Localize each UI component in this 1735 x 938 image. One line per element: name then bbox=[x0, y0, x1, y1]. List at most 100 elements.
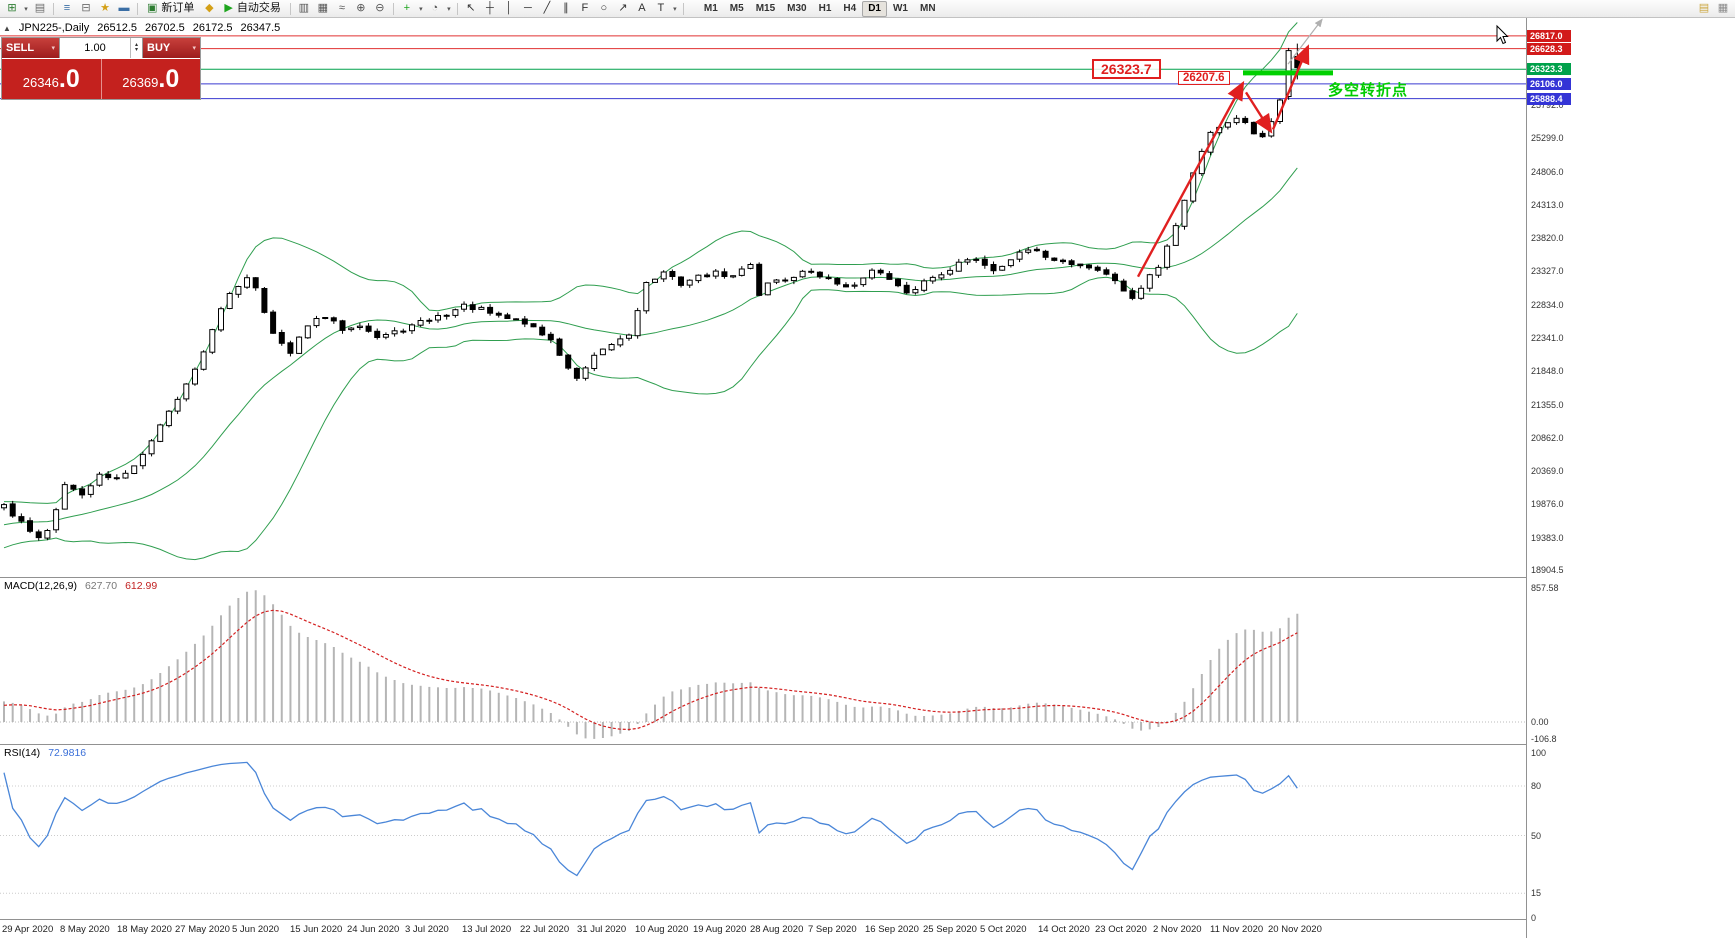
terminal-icon[interactable]: ▬ bbox=[115, 1, 133, 17]
timeframe-m1[interactable]: M1 bbox=[703, 2, 718, 14]
indicators-caret[interactable]: ▾ bbox=[419, 5, 423, 13]
new-chart-caret[interactable]: ▾ bbox=[24, 5, 28, 13]
rsi-panel[interactable] bbox=[0, 745, 1526, 920]
price-tick-label: 18904.5 bbox=[1531, 565, 1564, 575]
timeframe-m15[interactable]: M15 bbox=[755, 2, 776, 14]
high-value: 26702.5 bbox=[145, 22, 185, 34]
profiles-icon[interactable]: ▤ bbox=[31, 1, 49, 17]
timeframe-m30[interactable]: M30 bbox=[787, 2, 807, 14]
sell-price-frac: .0 bbox=[58, 64, 80, 93]
panel-splitter[interactable] bbox=[0, 744, 1572, 745]
volume-spinner[interactable]: ▴ ▾ bbox=[130, 38, 142, 58]
channel-icon: ∥ bbox=[563, 2, 569, 14]
panel-splitter[interactable] bbox=[0, 919, 1572, 920]
price-tick-label: 19383.0 bbox=[1531, 532, 1564, 543]
trade-controls-row: SELL ▾ 1.00 ▴ ▾ BUY ▾ bbox=[2, 38, 200, 58]
buy-button[interactable]: BUY ▾ bbox=[143, 38, 200, 58]
rsi-tick-label: 50 bbox=[1531, 830, 1542, 841]
spinner-up-icon[interactable]: ▴ bbox=[134, 42, 138, 48]
timeframe-d1[interactable]: D1 bbox=[862, 0, 887, 17]
text-icon[interactable]: A bbox=[633, 1, 651, 17]
ohlc-readout: ▲ JPN225-,Daily 26512.5 26702.5 26172.5 … bbox=[3, 22, 280, 34]
time-axis[interactable]: 29 Apr 2020 8 May 2020 18 May 2020 27 May 2… bbox=[0, 920, 1526, 938]
price-tick-label: 24313.0 bbox=[1531, 199, 1564, 210]
new-order-button[interactable]: ▣ 新订单 bbox=[142, 1, 199, 17]
macd-tick-label: 0.00 bbox=[1531, 717, 1549, 727]
price-tick-label: 25299.0 bbox=[1531, 133, 1564, 144]
arrows-icon[interactable]: ↗ bbox=[614, 1, 632, 17]
price-tick-label: 23820.0 bbox=[1531, 233, 1564, 244]
date-label: 25 Sep 2020 bbox=[923, 924, 977, 935]
crosshair-icon[interactable]: ┼ bbox=[481, 1, 499, 17]
volume-value[interactable]: 1.00 bbox=[84, 42, 106, 54]
rsi-tick-label: 15 bbox=[1531, 888, 1542, 899]
text-label-icon[interactable]: T bbox=[652, 1, 670, 17]
new-order-icon: ▣ bbox=[147, 2, 158, 14]
trend-arrows-group[interactable] bbox=[1136, 18, 1333, 278]
price-tick-label: 21848.0 bbox=[1531, 366, 1564, 377]
turning-point-label[interactable]: 多空转折点 bbox=[1328, 82, 1409, 99]
collapse-arrow-icon[interactable]: ▲ bbox=[3, 23, 11, 33]
mailbox-icon[interactable]: ▦ bbox=[1717, 2, 1729, 14]
rsi-value: 72.9816 bbox=[48, 747, 87, 759]
timeframe-h4[interactable]: H4 bbox=[843, 2, 857, 14]
date-label: 31 Jul 2020 bbox=[577, 924, 627, 935]
volume-control[interactable]: 1.00 ▴ ▾ bbox=[59, 38, 143, 58]
date-label: 27 May 2020 bbox=[175, 924, 230, 935]
date-label: 14 Oct 2020 bbox=[1038, 924, 1090, 935]
sell-button[interactable]: SELL ▾ bbox=[2, 38, 59, 58]
navigator-icon[interactable]: ★ bbox=[96, 1, 114, 17]
toolbar-separator bbox=[137, 2, 138, 15]
sell-price[interactable]: 26346 .0 bbox=[2, 59, 101, 99]
new-chart-icon[interactable]: ⊞ bbox=[3, 1, 21, 17]
timeframe-mn[interactable]: MN bbox=[919, 2, 936, 14]
objects-caret[interactable]: ▾ bbox=[673, 5, 677, 13]
bar-chart-icon[interactable]: ▥ bbox=[295, 1, 313, 17]
data-window-icon[interactable]: ⊟ bbox=[77, 1, 95, 17]
text-icon: A bbox=[638, 2, 646, 14]
candlestick-icon[interactable]: ▦ bbox=[314, 1, 332, 17]
timeframe-w1[interactable]: W1 bbox=[892, 2, 908, 14]
fibonacci-icon[interactable]: F bbox=[576, 1, 594, 17]
buy-price[interactable]: 26369 .0 bbox=[100, 59, 200, 99]
indicators-icon[interactable]: + bbox=[398, 1, 416, 17]
autotrading-button[interactable]: ▶ 自动交易 bbox=[219, 1, 285, 17]
bar-chart-icon: ▥ bbox=[298, 2, 310, 14]
macd-signal-value: 612.99 bbox=[125, 580, 158, 592]
price-chart-panel[interactable] bbox=[0, 18, 1526, 578]
periods-icon[interactable]: ◔ bbox=[426, 1, 444, 17]
buy-price-frac: .0 bbox=[158, 64, 180, 93]
trendline-icon[interactable]: ╱ bbox=[538, 1, 556, 17]
price-tick-label: 19876.0 bbox=[1531, 499, 1564, 510]
periods-caret[interactable]: ▾ bbox=[447, 5, 451, 13]
timeframe-h1[interactable]: H1 bbox=[818, 2, 832, 14]
macd-histogram bbox=[3, 590, 1299, 739]
zoom-in-icon[interactable]: ⊕ bbox=[352, 1, 370, 17]
vertical-line-icon[interactable]: │ bbox=[500, 1, 518, 17]
horizontal-lines-group[interactable] bbox=[0, 35, 1526, 100]
metaeditor-icon[interactable]: ◆ bbox=[200, 1, 218, 17]
alerts-icon[interactable]: ▤ bbox=[1698, 2, 1710, 14]
zoom-out-icon[interactable]: ⊖ bbox=[371, 1, 389, 17]
channel-icon[interactable]: ∥ bbox=[557, 1, 575, 17]
price-callout-26207[interactable]: 26207.6 bbox=[1178, 71, 1230, 85]
macd-panel[interactable] bbox=[0, 578, 1526, 745]
market-watch-icon[interactable]: ≡ bbox=[58, 1, 76, 17]
price-tick-label: 25792.0 bbox=[1531, 100, 1564, 111]
date-label: 2 Nov 2020 bbox=[1153, 924, 1202, 935]
date-label: 7 Sep 2020 bbox=[808, 924, 857, 935]
shapes-icon[interactable]: ○ bbox=[595, 1, 613, 17]
line-chart-icon[interactable]: ≈ bbox=[333, 1, 351, 17]
rsi-tick-label: 0 bbox=[1531, 913, 1537, 923]
timeframe-m5[interactable]: M5 bbox=[729, 2, 744, 14]
rsi-label: RSI(14) 72.9816 bbox=[4, 747, 86, 759]
macd-signal-line bbox=[3, 609, 1298, 731]
rsi-name: RSI(14) bbox=[4, 747, 41, 759]
price-axis[interactable]: 25792.0 25299.0 24806.0 24313.0 23820.0 23327… bbox=[1527, 0, 1572, 938]
spinner-down-icon[interactable]: ▾ bbox=[134, 47, 138, 53]
cursor-icon[interactable]: ↖ bbox=[462, 1, 480, 17]
price-callout-26323[interactable]: 26323.7 bbox=[1092, 59, 1161, 79]
open-value: 26512.5 bbox=[97, 22, 137, 34]
panel-splitter[interactable] bbox=[0, 577, 1572, 578]
horizontal-line-icon[interactable]: ─ bbox=[519, 1, 537, 17]
